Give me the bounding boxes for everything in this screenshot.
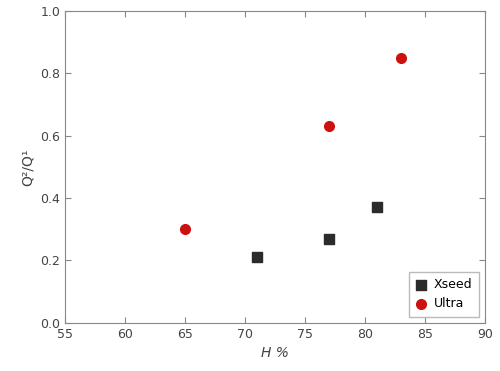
Y-axis label: Q²/Q¹: Q²/Q¹ — [20, 148, 34, 186]
Xseed — [253, 255, 261, 260]
Ultra — [325, 124, 333, 129]
Xseed — [373, 204, 381, 210]
Xseed — [325, 236, 333, 242]
X-axis label: H %: H % — [261, 346, 289, 360]
Ultra — [397, 55, 405, 61]
Legend: Xseed, Ultra: Xseed, Ultra — [409, 272, 479, 316]
Ultra — [181, 226, 189, 232]
